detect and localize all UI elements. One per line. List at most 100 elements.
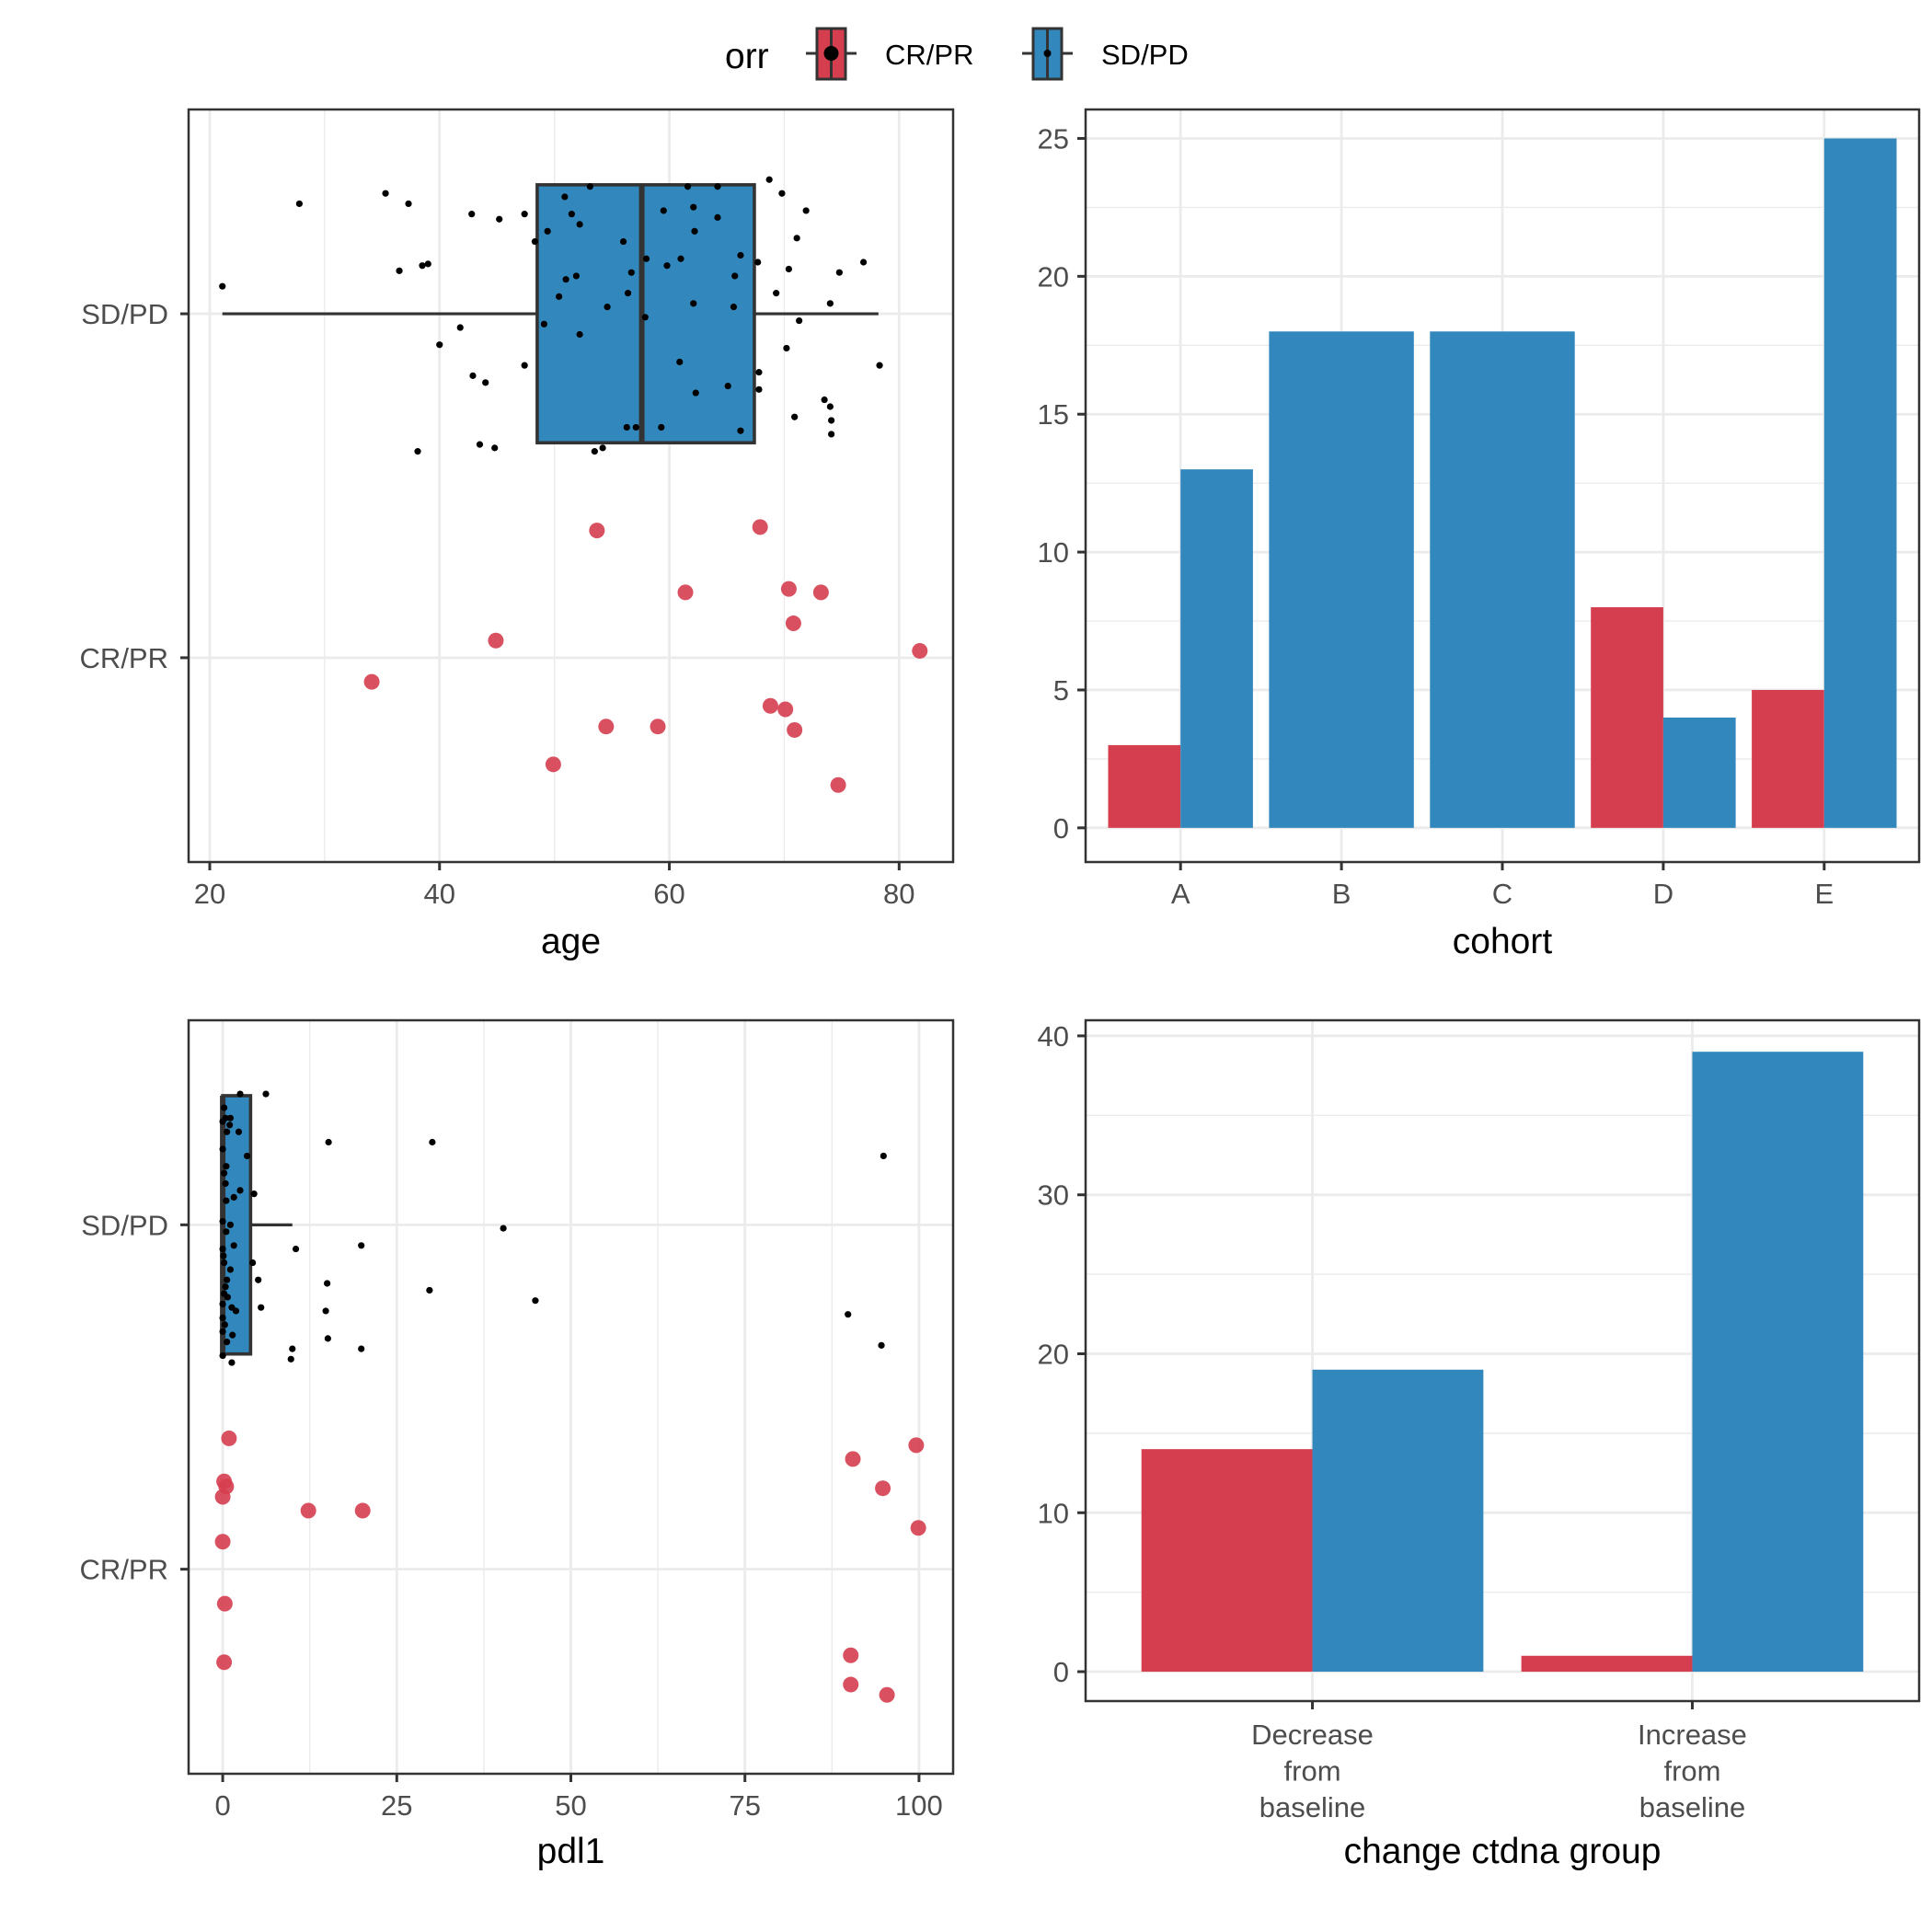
bar-cr-pr <box>1752 689 1824 828</box>
point-sd-pd <box>737 427 744 434</box>
point-sd-pd <box>785 265 793 273</box>
point-sd-pd <box>424 260 431 268</box>
y-tick-label: SD/PD <box>81 298 168 330</box>
point-sd-pd <box>663 262 671 270</box>
point-cr-pr <box>843 1647 859 1663</box>
bar-sd-pd <box>1269 331 1414 828</box>
x-axis-title: pdl1 <box>537 1832 605 1871</box>
y-tick-label: 25 <box>1038 122 1069 155</box>
y-axis: CR/PR SD/PD <box>80 1209 189 1586</box>
point-sd-pd <box>223 1197 230 1204</box>
point-sd-pd <box>221 1321 228 1328</box>
point-sd-pd <box>724 382 731 390</box>
bars <box>1141 1052 1864 1673</box>
point-sd-pd <box>262 1090 270 1098</box>
point-sd-pd <box>731 272 739 280</box>
bar-sd-pd <box>1692 1052 1864 1673</box>
x-tick-label: 75 <box>729 1789 760 1822</box>
x-tick-label: baseline <box>1259 1791 1365 1823</box>
x-axis-title: cohort <box>1453 922 1553 961</box>
point-sd-pd <box>219 1145 226 1153</box>
point-sd-pd <box>562 276 569 283</box>
point-sd-pd <box>627 269 635 276</box>
x-tick-label: A <box>1171 878 1190 910</box>
point-sd-pd <box>754 259 762 266</box>
point-sd-pd <box>287 1355 294 1363</box>
point-sd-pd <box>826 300 834 307</box>
point-sd-pd <box>476 441 484 448</box>
point-sd-pd <box>219 1300 226 1308</box>
point-cr-pr <box>785 615 801 632</box>
point-sd-pd <box>676 358 684 366</box>
legend-title: orr <box>725 37 769 76</box>
x-axis-title: change ctdna group <box>1344 1832 1662 1871</box>
point-sd-pd <box>691 227 698 235</box>
point-sd-pd <box>576 221 583 228</box>
point-sd-pd <box>226 1221 235 1228</box>
point-sd-pd <box>223 1163 230 1170</box>
point-cr-pr <box>752 519 768 535</box>
point-sd-pd <box>456 324 464 331</box>
point-sd-pd <box>521 211 528 218</box>
x-tick-label: 80 <box>883 878 914 910</box>
point-sd-pd <box>793 235 800 242</box>
point-sd-pd <box>219 1245 226 1253</box>
x-tick-label: B <box>1332 878 1351 910</box>
grid <box>189 1020 953 1774</box>
point-cr-pr <box>488 632 504 649</box>
point-sd-pd <box>224 1128 231 1135</box>
legend: orr CR/PR SD/PD <box>725 27 1189 81</box>
point-sd-pd <box>405 200 412 208</box>
x-tick-label: 0 <box>214 1789 230 1822</box>
point-sd-pd <box>755 385 763 393</box>
point-sd-pd <box>226 1266 235 1273</box>
point-sd-pd <box>521 362 528 369</box>
point-sd-pd <box>224 1294 231 1301</box>
point-sd-pd <box>426 1286 433 1294</box>
x-tick-label: C <box>1492 878 1512 910</box>
point-sd-pd <box>219 1217 226 1225</box>
point-cr-pr <box>812 584 829 601</box>
point-sd-pd <box>220 1104 228 1111</box>
point-sd-pd <box>226 1121 234 1129</box>
point-sd-pd <box>496 215 503 223</box>
point-cr-pr <box>216 1595 233 1612</box>
point-sd-pd <box>572 272 580 280</box>
point-sd-pd <box>658 423 665 431</box>
point-sd-pd <box>714 213 721 221</box>
point-sd-pd <box>230 1242 237 1249</box>
point-sd-pd <box>690 203 697 211</box>
y-tick-label: 0 <box>1053 1656 1069 1688</box>
bar-sd-pd <box>1430 331 1575 828</box>
point-cr-pr <box>908 1437 925 1454</box>
point-cr-pr <box>214 1534 231 1550</box>
point-sd-pd <box>623 423 630 431</box>
x-tick-label: D <box>1653 878 1673 910</box>
point-sd-pd <box>250 1190 258 1198</box>
bar-cr-pr <box>1521 1655 1693 1673</box>
x-tick-label: Increase <box>1638 1719 1747 1751</box>
point-cr-pr <box>879 1686 895 1703</box>
point-sd-pd <box>220 1169 228 1177</box>
point-sd-pd <box>730 303 738 311</box>
legend-point <box>1043 50 1052 57</box>
point-sd-pd <box>586 183 593 190</box>
point-sd-pd <box>220 1259 228 1267</box>
point-sd-pd <box>714 183 721 190</box>
plot-area <box>214 1090 926 1703</box>
legend-key-cr-pr <box>806 27 857 81</box>
point-sd-pd <box>436 341 443 349</box>
point-sd-pd <box>258 1304 265 1311</box>
point-sd-pd <box>859 259 868 266</box>
point-sd-pd <box>677 255 684 262</box>
point-cr-pr <box>598 719 615 735</box>
point-sd-pd <box>325 1138 332 1146</box>
point-cr-pr <box>221 1430 237 1446</box>
point-sd-pd <box>414 448 421 455</box>
point-sd-pd <box>556 293 563 300</box>
panel-border <box>1084 1018 1921 1703</box>
point-sd-pd <box>632 423 639 431</box>
point-sd-pd <box>222 1179 229 1188</box>
bar-cr-pr <box>1141 1449 1313 1673</box>
